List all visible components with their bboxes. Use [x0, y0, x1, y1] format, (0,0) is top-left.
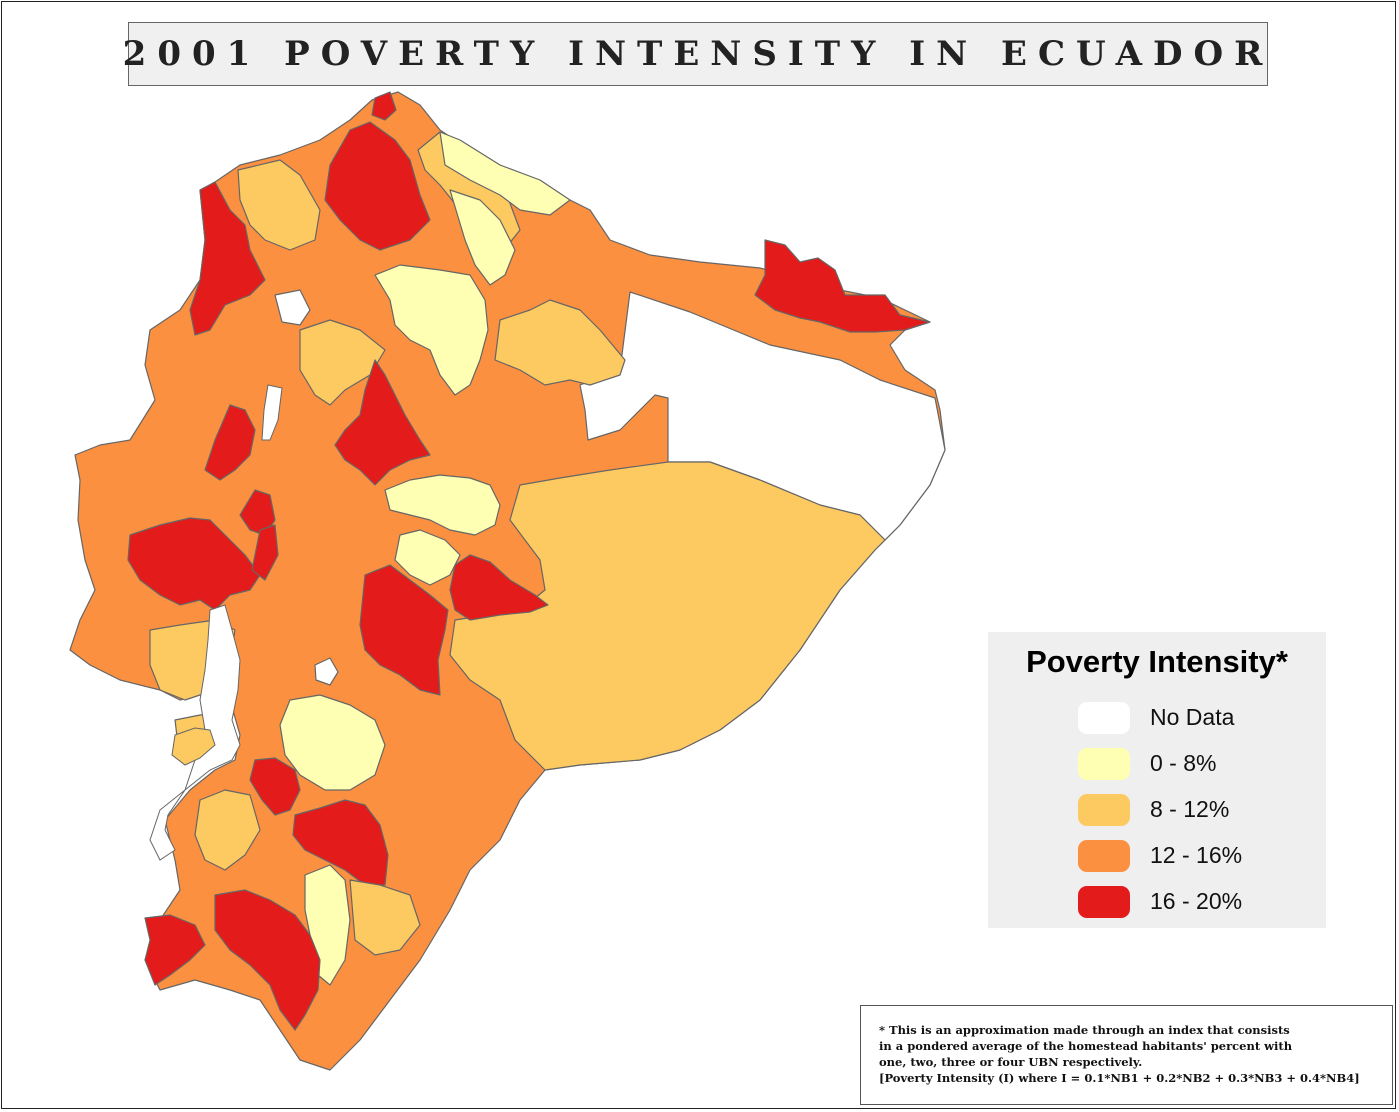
region-16-20-northcoast — [189, 181, 266, 336]
region-0-8-north-d — [449, 189, 516, 286]
region-16-20-loja-southwest — [144, 914, 206, 986]
legend-label: 16 - 20% — [1150, 888, 1243, 914]
region-16-20-azuay — [292, 799, 389, 886]
region-8-12-napo — [494, 299, 626, 386]
puna-island — [171, 727, 216, 766]
legend-title: Poverty Intensity* — [1026, 644, 1288, 679]
region-no-data-center — [314, 657, 339, 686]
region-0-8-chimborazo — [394, 529, 461, 586]
legend-swatch — [1078, 840, 1130, 872]
region-16-20-cotopaxi — [334, 359, 431, 486]
footnote-line: [Poverty Intensity (I) where I = 0.1*NB1… — [879, 1071, 1360, 1085]
footnote-box: * This is an approximation made through … — [860, 1005, 1393, 1105]
legend-item: 12 - 16% — [1078, 840, 1308, 872]
region-16-20-tip — [371, 91, 397, 121]
title-box: 2001 POVERTY INTENSITY IN ECUADOR — [123, 22, 1268, 86]
region-8-12-zamora — [349, 879, 421, 956]
region-8-12-amazon — [449, 461, 886, 771]
region-16-20-northeast — [754, 239, 931, 333]
footnote-line: one, two, three or four UBN respectively… — [879, 1055, 1143, 1069]
legend-item: 16 - 20% — [1078, 886, 1308, 918]
region-16-20-manabi — [127, 517, 261, 611]
region-16-20-canar — [249, 757, 301, 816]
legend-swatch — [1078, 886, 1130, 918]
region-0-8-pichincha — [374, 264, 489, 396]
region-16-20-chimborazo — [359, 564, 449, 696]
region-16-20-santo-domingo — [204, 404, 256, 481]
region-8-12-north-a — [237, 159, 321, 251]
legend-label: 12 - 16% — [1150, 842, 1243, 868]
region-16-20-los-rios-b — [251, 524, 279, 581]
legend-item: No Data — [1078, 702, 1308, 734]
region-16-20-morona — [449, 554, 549, 621]
legend-swatch — [1078, 702, 1130, 734]
footnote-line: * This is an approximation made through … — [879, 1023, 1290, 1037]
legend-label: No Data — [1150, 704, 1235, 730]
river-estuary-north — [261, 384, 283, 441]
region-16-20-loja-west — [214, 889, 321, 1031]
legend: Poverty Intensity* No Data 0 - 8% 8 - 12% 1… — [988, 632, 1326, 928]
map-title: 2001 POVERTY INTENSITY IN ECUADOR — [122, 34, 1274, 74]
region-0-8-tungurahua — [384, 474, 501, 536]
gulf-of-guayaquil — [149, 604, 241, 861]
region-16-20-esmeraldas — [324, 121, 431, 251]
legend-swatch — [1078, 794, 1130, 826]
legend-swatch — [1078, 748, 1130, 780]
region-0-8-north-c — [439, 131, 571, 216]
region-0-8-cuenca — [279, 694, 386, 791]
legend-item: 0 - 8% — [1078, 748, 1308, 780]
footnote-line: in a pondered average of the homestead h… — [879, 1039, 1293, 1053]
region-8-12-central-west — [299, 319, 386, 406]
region-8-12-southwest — [194, 789, 261, 871]
legend-item: 8 - 12% — [1078, 794, 1308, 826]
legend-label: 0 - 8% — [1150, 750, 1217, 776]
region-no-data-quito-west — [274, 289, 311, 326]
legend-label: 8 - 12% — [1150, 796, 1230, 822]
